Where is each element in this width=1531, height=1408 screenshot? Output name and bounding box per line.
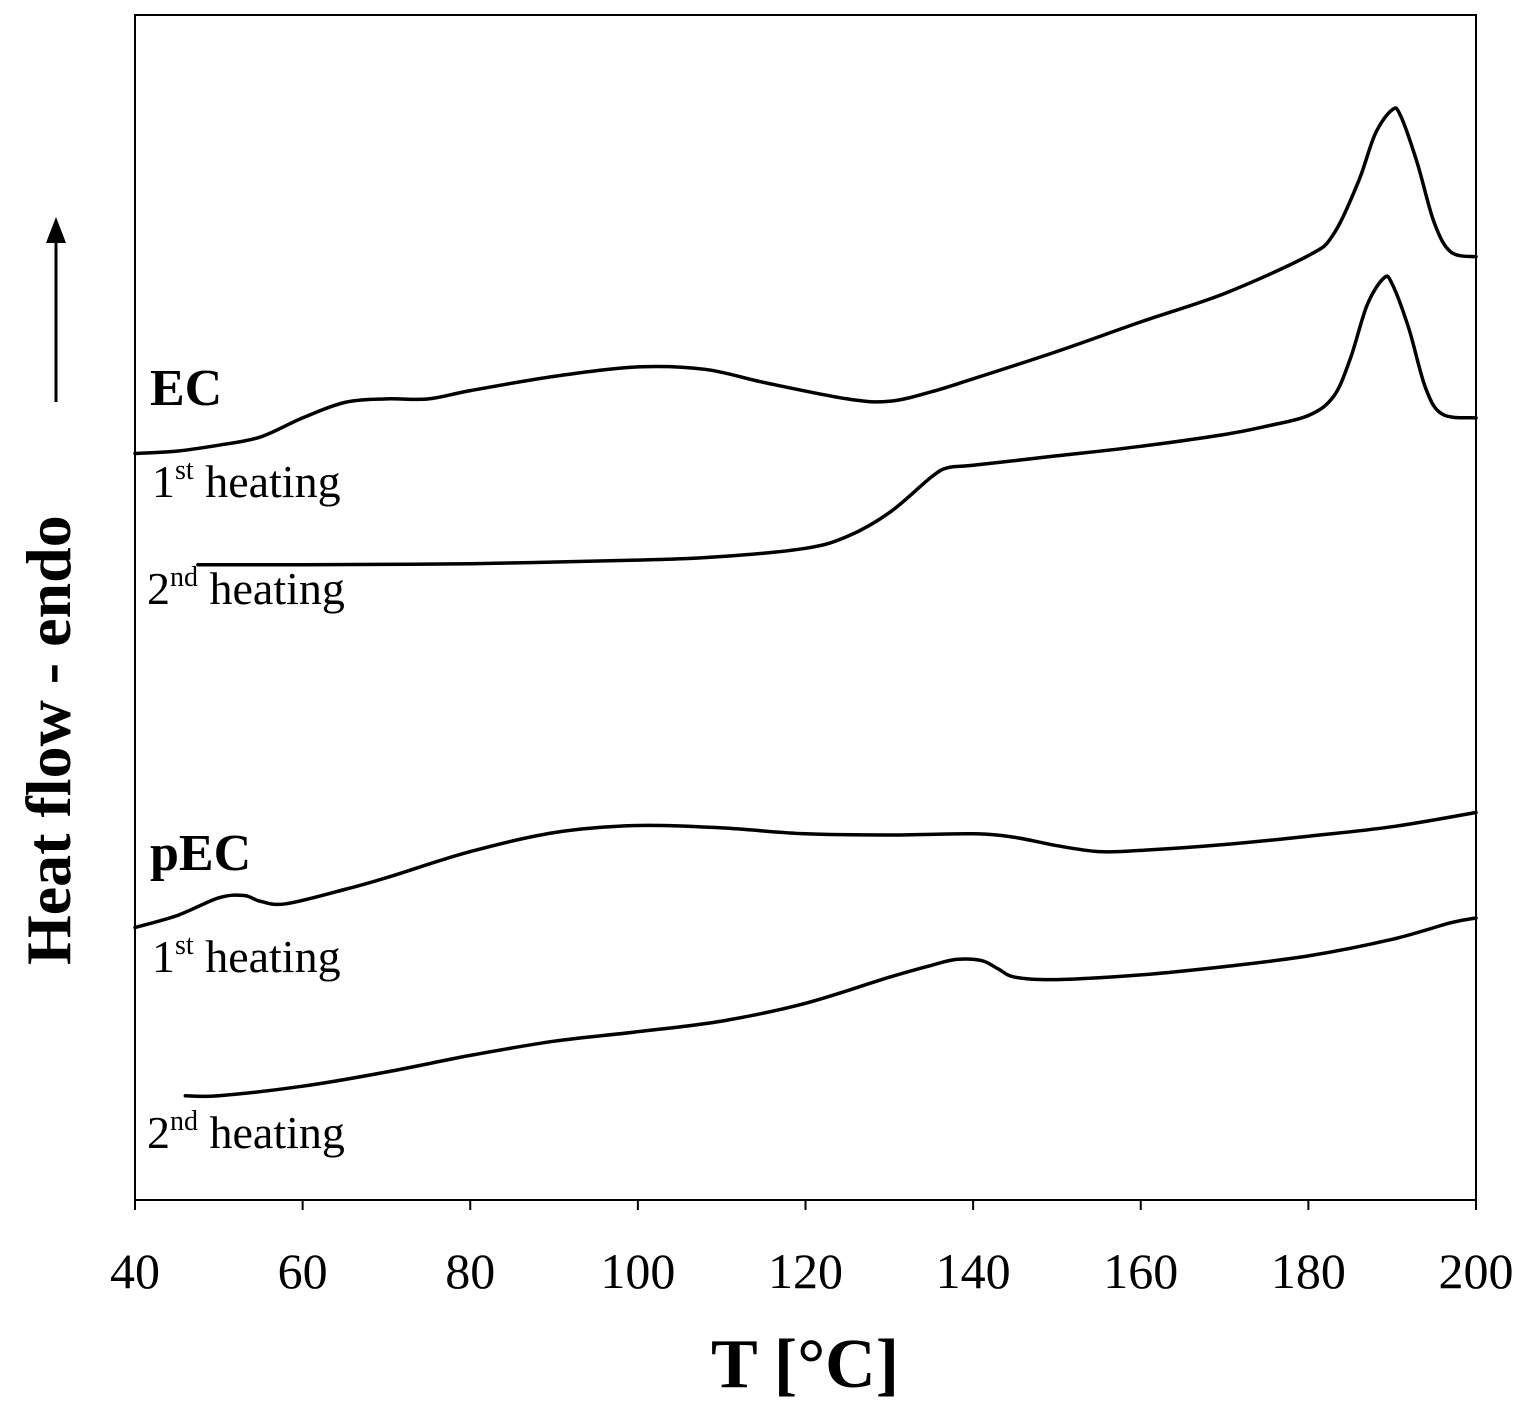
curve-label-pec-1st-rest: heating: [194, 931, 341, 982]
x-axis-tick-labels: 40 60 80 100 120 140 160 180 200: [110, 1243, 1514, 1299]
curve-pec-1st-heating: [133, 810, 1478, 930]
x-tick-label: 80: [445, 1243, 495, 1299]
y-axis-title: Heat flow - endo: [13, 515, 84, 965]
x-tick-label: 180: [1271, 1243, 1346, 1299]
y-axis-title-group: Heat flow - endo: [13, 515, 84, 965]
x-tick-label: 40: [110, 1243, 160, 1299]
curves: [133, 106, 1478, 1099]
curve-pec-2nd-heating: [183, 916, 1478, 1099]
curve-label-ec-2nd-sup: nd: [170, 562, 198, 593]
curve-label-ec-1st-rest: heating: [194, 456, 341, 507]
x-tick-label: 200: [1439, 1243, 1514, 1299]
x-tick-label: 140: [936, 1243, 1011, 1299]
curve-label-pec-2nd-sup: nd: [170, 1106, 198, 1137]
curve-label-pec-2nd: 2nd heating: [147, 1106, 345, 1158]
curve-label-ec-1st: 1st heating: [152, 455, 341, 507]
x-tick-label: 160: [1103, 1243, 1178, 1299]
curve-label-pec-1st-sup: st: [175, 930, 194, 961]
curve-label-ec-1st-sup: st: [175, 455, 194, 486]
group-label-ec: EC: [150, 360, 222, 417]
curve-ec-1st-heating: [133, 106, 1478, 456]
curve-label-pec-1st: 1st heating: [152, 930, 341, 982]
curve-ec-2nd-heating: [196, 274, 1478, 567]
up-arrow-icon: [46, 217, 66, 402]
curve-label-ec-2nd-num: 2: [147, 563, 170, 614]
group-label-pec: pEC: [150, 825, 251, 882]
curve-label-ec-2nd-rest: heating: [198, 563, 345, 614]
x-tick-label: 100: [600, 1243, 675, 1299]
x-tick-label: 120: [768, 1243, 843, 1299]
curve-label-ec-2nd: 2nd heating: [147, 562, 345, 614]
x-tick-label: 60: [278, 1243, 328, 1299]
curve-label-pec-2nd-rest: heating: [198, 1107, 345, 1158]
curve-label-pec-1st-num: 1: [152, 931, 175, 982]
curve-label-ec-1st-num: 1: [152, 456, 175, 507]
curve-label-pec-2nd-num: 2: [147, 1107, 170, 1158]
x-axis-title: T [°C]: [711, 1326, 899, 1403]
x-axis-ticks: [134, 1200, 1477, 1210]
